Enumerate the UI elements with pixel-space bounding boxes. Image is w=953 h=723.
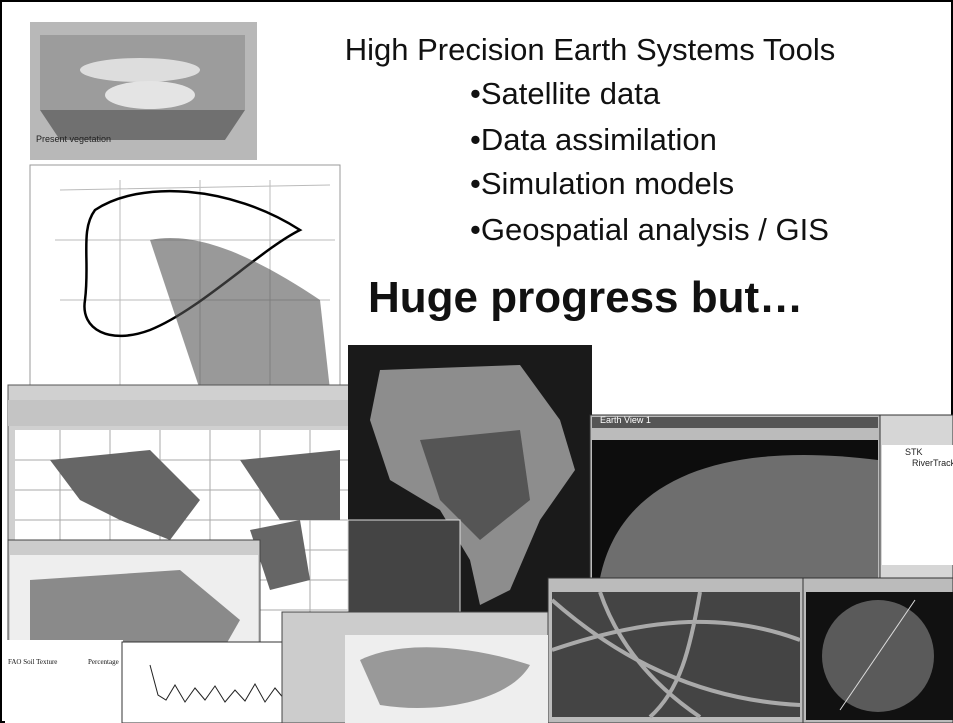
basin-map xyxy=(29,164,341,399)
vegetation-image: Present vegetation xyxy=(30,22,257,160)
bullet: •Data assimilation xyxy=(470,122,717,157)
headline: Huge progress but… xyxy=(368,273,803,322)
earth-view-window: Earth View 1 xyxy=(589,414,881,581)
title: High Precision Earth Systems Tools xyxy=(345,32,835,67)
tree-item: RiverTrack xyxy=(912,458,953,468)
bullet: •Geospatial analysis / GIS xyxy=(470,212,829,247)
bullet: •Simulation models xyxy=(470,166,734,201)
africa-image xyxy=(347,345,592,621)
river-map xyxy=(281,611,549,723)
table-title: FAO Soil Texture xyxy=(8,658,57,666)
image-caption: Present vegetation xyxy=(36,134,111,144)
tree-panel: STK RiverTrack xyxy=(879,414,953,581)
soil-table: FAO Soil Texture Percentage xyxy=(5,640,123,723)
tree-item: STK xyxy=(905,447,923,457)
bullet: •Satellite data xyxy=(470,76,661,111)
globe-window xyxy=(802,577,953,723)
window-title: Earth View 1 xyxy=(600,415,651,425)
table-header: Percentage xyxy=(88,658,119,666)
orbit-window xyxy=(547,577,804,723)
